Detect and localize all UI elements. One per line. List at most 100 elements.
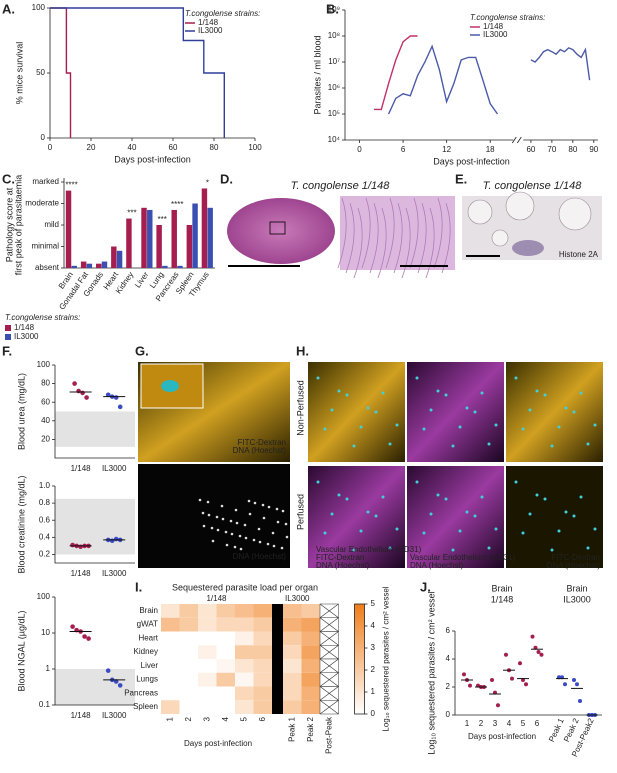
row-label: Brain: [139, 606, 158, 615]
heat-cell: [161, 686, 180, 701]
nucleus: [233, 545, 237, 549]
y-tick-label: 4: [446, 654, 451, 663]
nucleus: [487, 546, 491, 550]
panel-label: G.: [135, 343, 149, 358]
nucleus: [243, 523, 247, 527]
panel-label: A.: [2, 1, 15, 16]
dot: [70, 624, 75, 629]
heat-cell: [253, 659, 272, 673]
colorbar: [354, 708, 365, 712]
column-label: 3: [202, 716, 211, 721]
nucleus: [436, 493, 440, 497]
nucleus: [543, 393, 547, 397]
x-tick-label: 0: [357, 145, 362, 154]
colorbar: [354, 615, 365, 619]
nucleus: [330, 408, 334, 412]
heat-cell: [253, 604, 272, 618]
nucleus: [271, 531, 275, 535]
column-label: 1: [165, 716, 174, 721]
y-tick-label: 80: [41, 379, 50, 388]
heat-cell: [179, 617, 198, 632]
image-label: Histone 2A: [559, 250, 599, 259]
axes: [54, 365, 135, 459]
significance: *: [206, 179, 209, 188]
nucleus: [593, 527, 597, 531]
bar: [156, 225, 162, 268]
nucleus: [480, 391, 484, 395]
bar: [147, 209, 153, 268]
heat-cell: [235, 659, 254, 673]
nucleus: [579, 495, 583, 499]
dot: [105, 668, 111, 673]
nucleus: [220, 504, 224, 508]
x-tick-label: 90: [589, 145, 598, 154]
inset-box: [269, 221, 286, 235]
y-tick-label: 100: [37, 592, 51, 601]
y-axis-label: Parasites / ml blood: [312, 35, 322, 114]
row-label: Liver: [141, 661, 159, 670]
bar: [80, 261, 87, 268]
nucleus: [234, 508, 238, 512]
colorbar-frame: [354, 603, 365, 715]
nucleus: [535, 389, 539, 393]
axes: [54, 486, 135, 564]
nucleus: [465, 510, 469, 514]
colorbar: [354, 645, 365, 649]
colorbar: [354, 626, 365, 630]
nucleus: [235, 521, 239, 525]
row-label: Perfused: [295, 494, 305, 530]
nucleus: [267, 505, 271, 509]
heat-cell: [179, 686, 198, 701]
nucleus: [323, 531, 327, 535]
y-tick-label: absent: [35, 263, 60, 272]
chart-title: Sequestered parasite load per organ: [172, 582, 318, 592]
fluorescence-image: [506, 466, 603, 568]
tissue-fiber: [393, 202, 403, 274]
vessel: [491, 229, 509, 247]
dot: [86, 636, 91, 641]
nucleus: [374, 410, 378, 414]
x-tick-label: 12: [442, 145, 451, 154]
nucleus: [550, 548, 554, 552]
no-data-cross: [319, 672, 339, 687]
no-data-cross: [319, 617, 339, 632]
heat-cell: [301, 617, 320, 632]
colorbar: [354, 697, 365, 701]
y-axis-label: Blood creatinine (mg/dL): [16, 475, 26, 573]
nucleus: [352, 548, 356, 552]
vessel: [558, 197, 592, 231]
nucleus: [395, 527, 399, 531]
image-label: DNA (Hoechst): [233, 552, 287, 561]
nucleus: [586, 546, 590, 550]
x-tick-label: Liver: [133, 270, 151, 290]
heat-cell: [161, 631, 180, 646]
column-label: Post-Peak: [324, 716, 333, 754]
heat-cell: [179, 604, 198, 618]
nucleus: [316, 480, 320, 484]
nucleus: [473, 410, 477, 414]
fluorescence-image: [308, 466, 405, 568]
x-tick-label: 0: [48, 143, 53, 152]
colorbar-tick-label: 4: [371, 621, 376, 630]
heat-cell: [198, 617, 217, 632]
dot: [578, 699, 582, 703]
nucleus: [521, 427, 525, 431]
axes: [344, 10, 598, 141]
heat-cell: [235, 617, 254, 632]
dot: [113, 536, 119, 542]
legend-label: 1/148: [198, 18, 219, 27]
colorbar: [354, 659, 365, 663]
dot: [536, 650, 541, 654]
nucleus: [514, 480, 518, 484]
fluorescence-image: [138, 464, 290, 568]
nucleus: [285, 535, 289, 539]
y-tick-label: minimal: [31, 242, 59, 251]
nucleus: [211, 539, 215, 543]
colorbar: [354, 631, 365, 635]
stain-cluster: [512, 240, 544, 256]
heat-cell: [179, 659, 198, 673]
image-label: DNA (Hoechst): [547, 561, 601, 570]
heat-cell: [235, 631, 254, 646]
heat-cell: [283, 617, 302, 632]
nucleus: [280, 546, 284, 550]
